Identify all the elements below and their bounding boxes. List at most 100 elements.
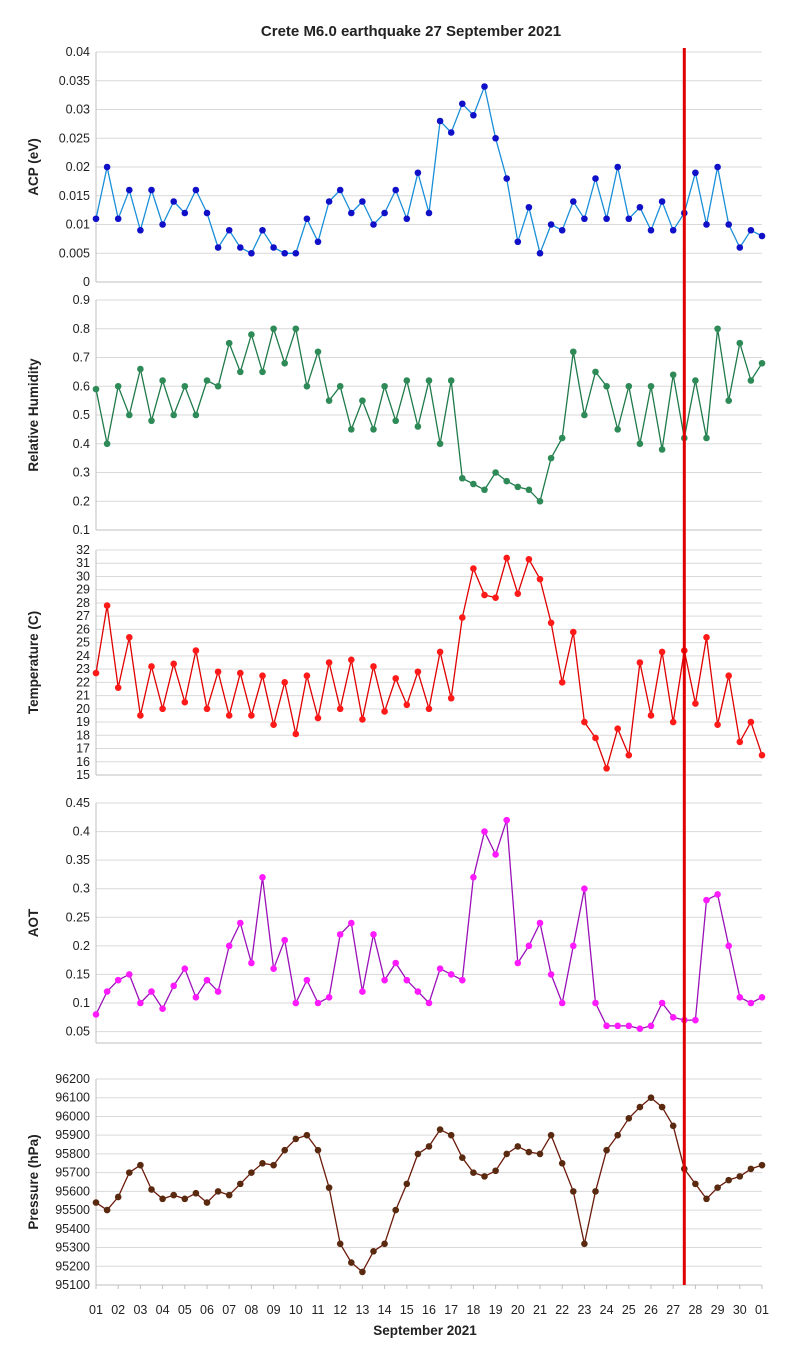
x-tick-label: 02 (111, 1303, 125, 1317)
humidity-data-point (436, 440, 444, 448)
acp-data-point (481, 83, 488, 90)
aot-data-point (581, 885, 588, 893)
pressure-data-point (170, 1191, 177, 1199)
temperature-ytick-label: 18 (76, 728, 90, 742)
pressure-data-point (270, 1161, 277, 1169)
aot-data-point (403, 976, 411, 984)
acp-data-point (259, 226, 266, 234)
aot-data-point (103, 988, 111, 995)
acp-data-point (725, 221, 732, 228)
acp-data-point (459, 100, 466, 108)
x-tick-label: 28 (688, 1303, 702, 1317)
x-tick-label: 07 (222, 1303, 236, 1317)
pressure-data-point (470, 1169, 477, 1176)
acp-ytick-label: 0.02 (66, 160, 90, 174)
aot-data-point (225, 942, 233, 950)
pressure-data-point (603, 1146, 610, 1154)
humidity-ytick-label: 0.5 (73, 408, 90, 422)
pressure-data-point (92, 1199, 100, 1206)
aot-data-point (558, 999, 566, 1007)
acp-data-point (325, 198, 333, 205)
temperature-data-point (758, 751, 766, 759)
humidity-data-point (658, 446, 666, 453)
acp-data-point (525, 203, 533, 211)
temperature-data-point (581, 718, 588, 726)
aot-data-point (714, 891, 721, 898)
pressure-data-point (137, 1161, 144, 1169)
pressure-data-point (403, 1180, 411, 1188)
aot-data-point (170, 982, 177, 990)
aot-data-point (503, 816, 511, 824)
temperature-ytick-label: 15 (76, 768, 90, 782)
temperature-data-point (436, 648, 444, 656)
temperature-data-point (214, 668, 222, 676)
pressure-data-point (625, 1115, 633, 1122)
acp-data-point (192, 186, 200, 194)
temperature-ytick-label: 17 (76, 742, 90, 756)
acp-data-point (270, 244, 277, 251)
pressure-data-point (292, 1135, 300, 1143)
temperature-data-point (292, 730, 300, 738)
aot-data-point (536, 919, 544, 927)
acp-data-point (470, 111, 477, 119)
panel-pressure: 95100 95200 95300 95400 95500 95600 95700 95800… (26, 1072, 766, 1292)
temperature-ytick-label: 26 (76, 622, 90, 636)
temperature-data-point (736, 738, 744, 746)
chart-title: Crete M6.0 earthquake 27 September 2021 (261, 23, 561, 40)
acp-ytick-label: 0.04 (66, 45, 90, 59)
pressure-y-axis-label: Pressure (hPa) (26, 1134, 41, 1229)
temperature-data-point (558, 679, 566, 686)
humidity-data-point (625, 382, 633, 390)
aot-data-point (703, 896, 710, 904)
pressure-data-point (225, 1191, 233, 1199)
temperature-ytick-label: 32 (76, 543, 90, 557)
temperature-data-point (636, 659, 644, 666)
pressure-ytick-label: 95100 (55, 1278, 90, 1292)
humidity-data-point (170, 411, 177, 419)
acp-data-point (703, 221, 710, 228)
acp-data-point (536, 249, 544, 257)
aot-data-point (314, 999, 322, 1007)
acp-data-point (503, 175, 511, 182)
temperature-data-point (348, 656, 355, 664)
pressure-data-point (126, 1169, 133, 1176)
temperature-data-point (181, 698, 189, 706)
temperature-data-point (281, 679, 289, 686)
acp-data-point (669, 226, 677, 234)
pressure-ytick-label: 95500 (55, 1203, 90, 1217)
aot-data-point (436, 965, 444, 973)
pressure-data-point (203, 1199, 211, 1206)
aot-data-point (481, 828, 488, 835)
aot-data-point (525, 942, 533, 950)
temperature-data-point (192, 647, 200, 654)
temperature-data-point (270, 721, 277, 729)
temperature-data-point (314, 714, 322, 722)
temperature-data-point (325, 659, 333, 666)
panel-humidity: 0.1 0.2 0.3 0.4 0.5 0.6 0.7 0.8 0.9 Relative Humi… (26, 293, 766, 537)
pressure-data-point (370, 1247, 377, 1255)
humidity-data-point (492, 469, 499, 476)
pressure-data-point (459, 1154, 466, 1161)
pressure-data-point (414, 1150, 422, 1158)
humidity-data-point (747, 377, 755, 384)
humidity-data-point (359, 397, 366, 404)
x-tick-label: 16 (422, 1303, 436, 1317)
acp-data-point (303, 215, 311, 223)
temperature-data-point (259, 672, 266, 680)
acp-data-point (336, 186, 344, 194)
aot-data-point (614, 1022, 621, 1030)
aot-data-point (137, 999, 144, 1007)
acp-data-point (614, 163, 621, 171)
temperature-data-point (336, 705, 344, 713)
aot-data-point (292, 999, 300, 1007)
pressure-data-point (392, 1206, 400, 1214)
acp-data-point (714, 163, 721, 171)
panels: 0 0.005 0.01 0.015 0.02 0.025 0.03 0.035 0.04 ACP… (26, 45, 766, 1292)
x-tick-label: 09 (267, 1303, 281, 1317)
pressure-data-point (703, 1195, 710, 1203)
temperature-data-point (370, 663, 377, 670)
humidity-ytick-label: 0.9 (73, 293, 90, 307)
acp-data-point (636, 203, 644, 211)
aot-data-point (259, 873, 266, 881)
humidity-data-point (669, 371, 677, 379)
